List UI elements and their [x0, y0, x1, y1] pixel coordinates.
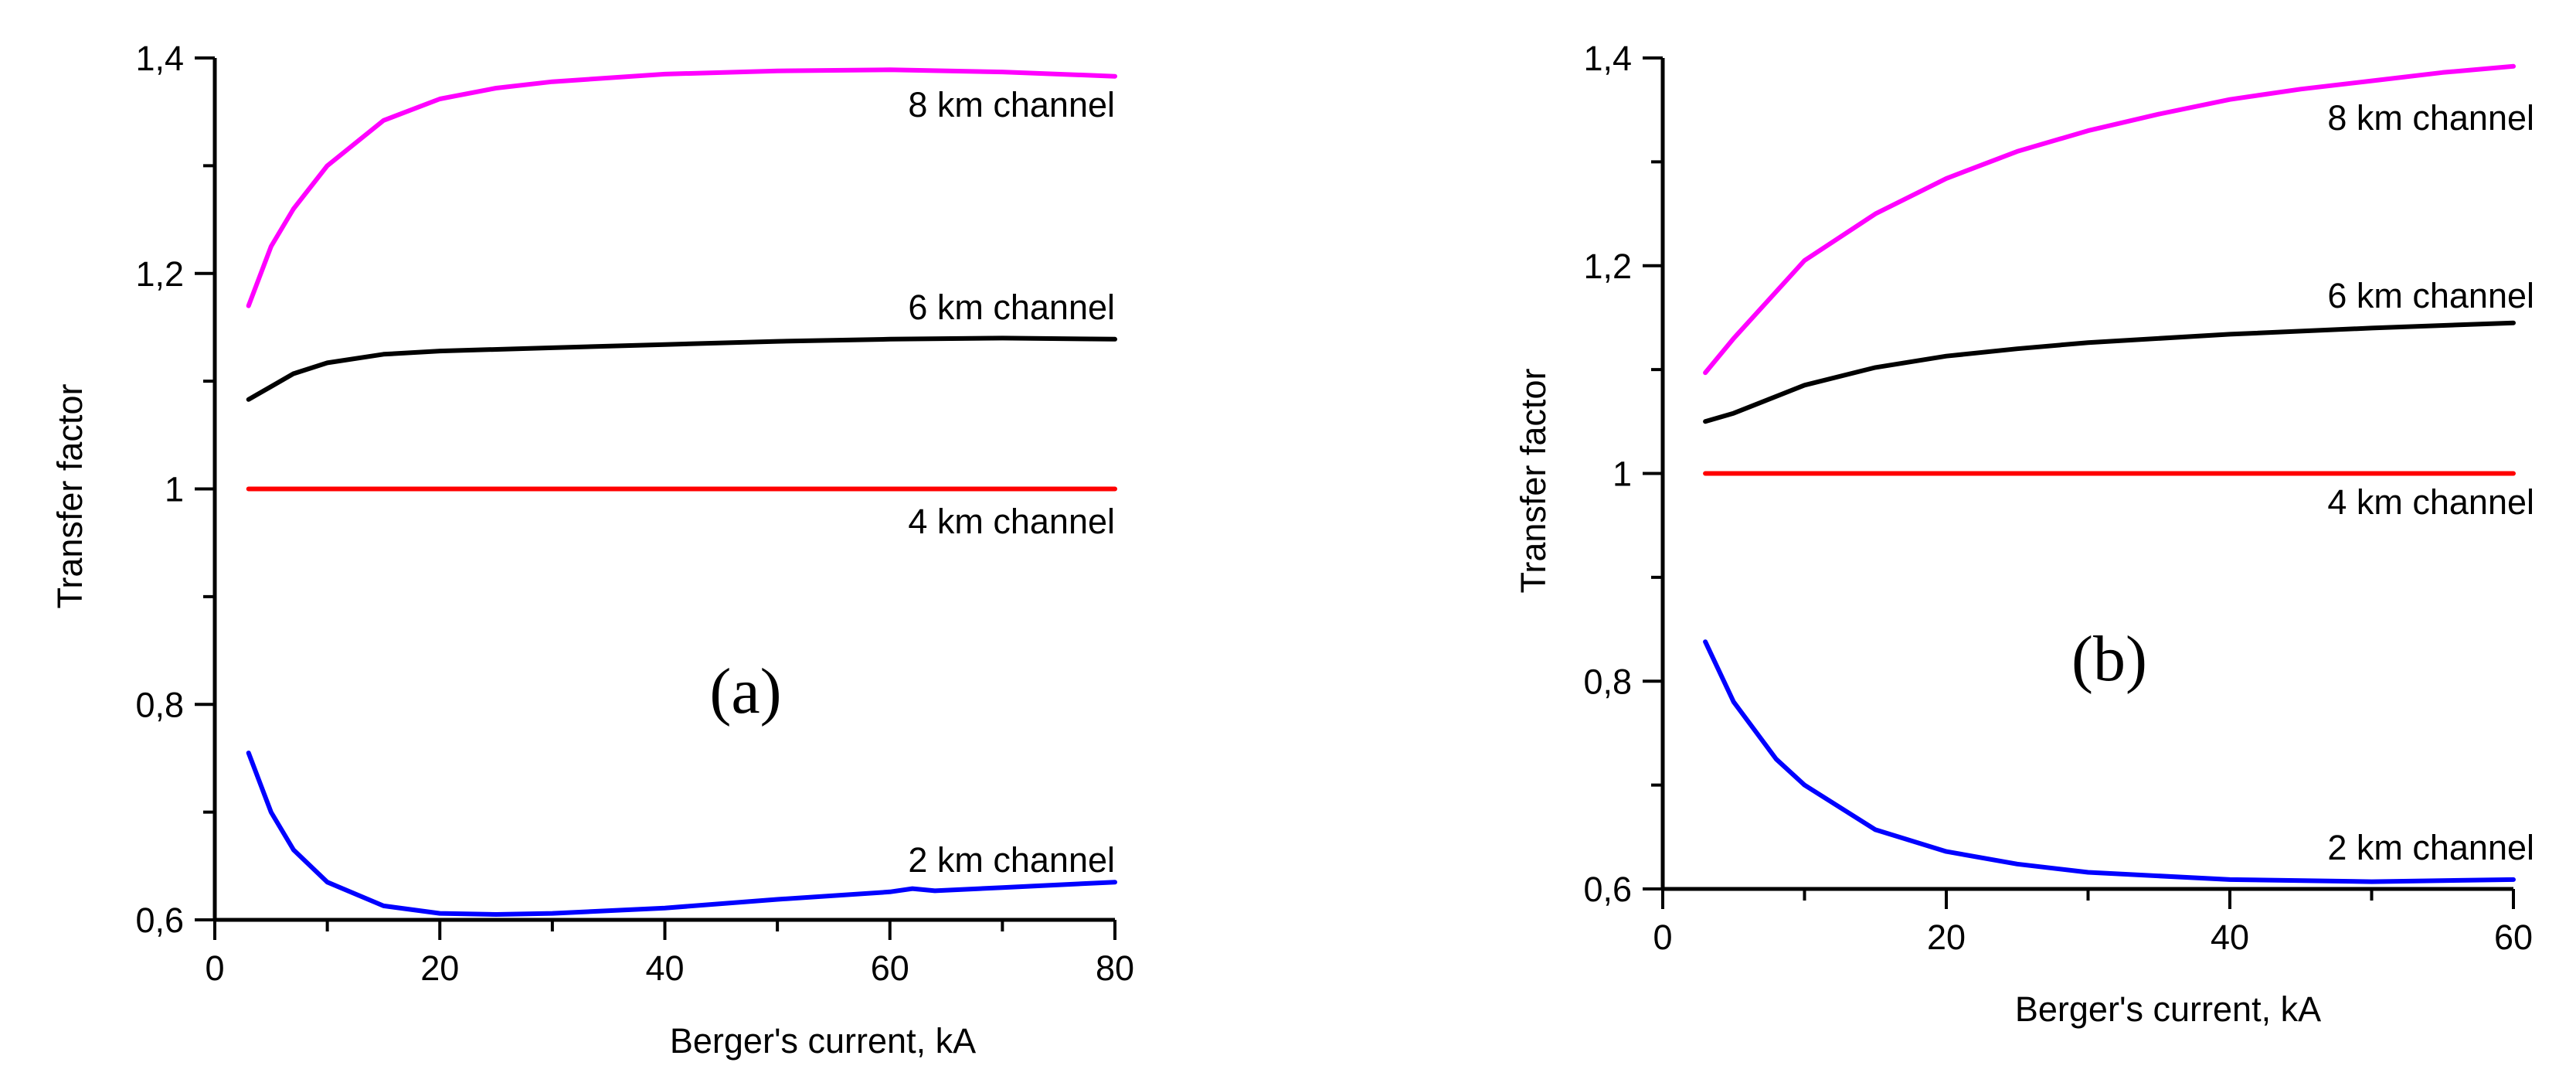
panel-a-series-8-line [246, 67, 1117, 308]
panel-b: 0 20 40 60 0,6 0,8 1 1,2 1,4 Berger's current, k… [1514, 39, 2534, 1029]
panel-b-x-axis-title: Berger's current, kA [2015, 989, 2321, 1029]
panel-a-x-tick-label: 80 [1096, 948, 1134, 988]
panel-b-series-6-line [1703, 320, 2516, 424]
panel-a-x-axis-title: Berger's current, kA [670, 1021, 976, 1061]
panel-b-y-tick-label: 0,8 [1583, 662, 1632, 701]
panel-a-y-tick-label: 0,6 [135, 901, 184, 940]
panel-b-series [1703, 63, 2516, 884]
panel-a-axes: 0 20 40 60 80 0,6 0,8 1 1,2 1,4 [135, 39, 1134, 988]
panel-a-series [246, 67, 1117, 917]
panel-a-y-tick-label: 1 [165, 470, 184, 509]
panel-a: 0 20 40 60 80 0,6 0,8 1 1,2 1,4 Berger's current,… [50, 39, 1134, 1061]
panel-a-label-8km: 8 km channel [908, 85, 1115, 124]
panel-b-label-4km: 4 km channel [2327, 482, 2534, 522]
panel-b-x-tick-label: 0 [1653, 918, 1672, 957]
panel-a-y-tick-label: 0,8 [135, 685, 184, 724]
panel-a-y-axis-title: Transfer factor [50, 384, 90, 609]
panel-a-series-2-line [246, 751, 1117, 917]
panel-b-y-axis-title: Transfer factor [1514, 369, 1553, 594]
panel-b-x-tick-label: 60 [2494, 918, 2533, 957]
panel-a-x-tick-label: 20 [420, 948, 459, 988]
panel-b-label-2km: 2 km channel [2327, 828, 2534, 867]
panel-a-letter: (a) [709, 655, 781, 727]
panel-a-y-tick-label: 1,4 [135, 39, 184, 78]
panel-a-x-tick-label: 60 [871, 948, 909, 988]
panel-a-label-2km: 2 km channel [908, 840, 1115, 880]
panel-b-label-8km: 8 km channel [2327, 98, 2534, 138]
panel-a-x-tick-label: 0 [205, 948, 224, 988]
panel-b-x-tick-label: 20 [1927, 918, 1966, 957]
panel-a-series-6-line [246, 335, 1117, 402]
panel-b-y-tick-label: 1,4 [1583, 39, 1632, 78]
panel-b-y-tick-label: 1,2 [1583, 247, 1632, 286]
panel-b-series-8-line [1703, 63, 2516, 376]
panel-b-axes: 0 20 40 60 0,6 0,8 1 1,2 1,4 [1583, 39, 2533, 957]
panel-b-y-tick-label: 0,6 [1583, 870, 1632, 909]
panel-a-label-6km: 6 km channel [908, 288, 1115, 327]
panel-a-label-4km: 4 km channel [908, 502, 1115, 541]
panel-a-x-tick-label: 40 [645, 948, 684, 988]
panel-b-series-2-line [1703, 639, 2516, 884]
panel-b-label-6km: 6 km channel [2327, 276, 2534, 315]
panel-b-x-tick-label: 40 [2211, 918, 2249, 957]
panel-b-letter: (b) [2071, 623, 2147, 695]
panel-a-y-tick-label: 1,2 [135, 254, 184, 294]
panel-b-y-tick-label: 1 [1613, 455, 1632, 494]
